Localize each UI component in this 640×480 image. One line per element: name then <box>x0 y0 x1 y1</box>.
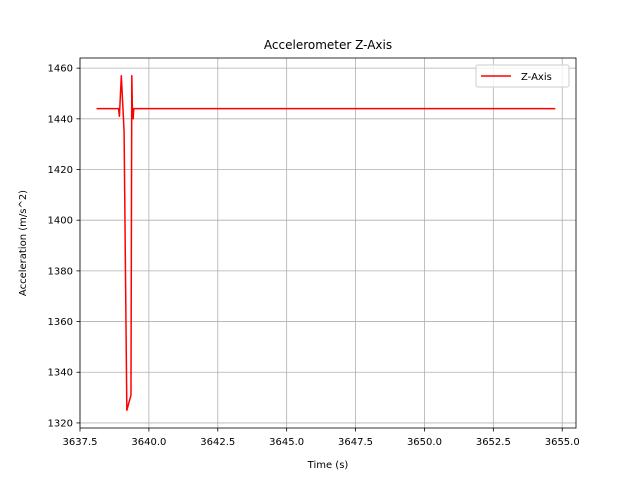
legend: Z-Axis <box>475 64 570 88</box>
axis-ticks: 3637.5 3640.0 3642.5 3645.0 3647.5 3650.0 3652… <box>48 64 580 448</box>
y-tick-label: 1440 <box>48 114 73 125</box>
plot-frame <box>79 57 577 429</box>
chart-title: Accelerometer Z-Axis <box>264 38 392 52</box>
x-tick-label: 3650.0 <box>407 437 442 448</box>
y-tick-label: 1420 <box>48 165 73 176</box>
x-tick-label: 3652.5 <box>476 437 511 448</box>
x-tick-label: 3642.5 <box>200 437 235 448</box>
y-tick-label: 1460 <box>48 64 73 75</box>
y-axis-label: Acceleration (m/s^2) <box>18 190 29 296</box>
x-tick-label: 3640.0 <box>131 437 166 448</box>
y-tick-label: 1340 <box>48 368 73 379</box>
x-tick-label: 3637.5 <box>63 437 98 448</box>
y-tick-label: 1360 <box>48 317 73 328</box>
x-tick-label: 3645.0 <box>269 437 304 448</box>
legend-label-z-axis: Z-Axis <box>521 72 552 83</box>
y-tick-label: 1400 <box>48 216 73 227</box>
y-tick-label: 1380 <box>48 266 73 277</box>
x-tick-label: 3647.5 <box>338 437 373 448</box>
y-tick-label: 1320 <box>48 418 73 429</box>
series-layer <box>96 74 556 412</box>
x-tick-label: 3655.0 <box>545 437 580 448</box>
legend-box <box>475 64 570 88</box>
x-axis-label: Time (s) <box>307 460 349 471</box>
series-line-z-axis <box>96 74 556 412</box>
